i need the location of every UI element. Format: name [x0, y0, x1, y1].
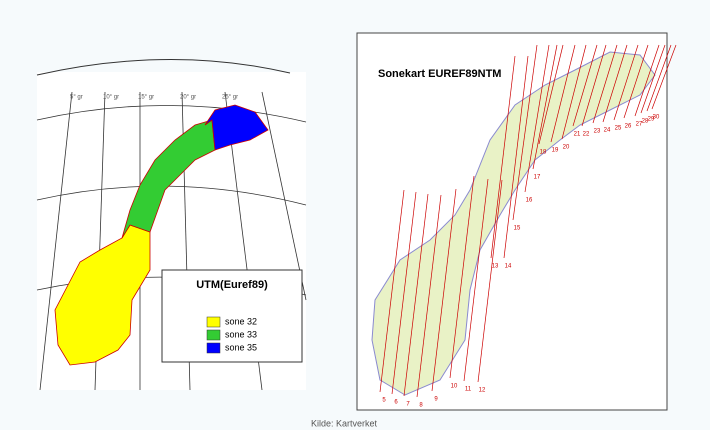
zone-label: 18 — [540, 150, 547, 156]
legend-box — [161, 269, 303, 363]
zone-line — [416, 194, 442, 398]
legend-label: sone 33 — [225, 329, 257, 339]
zone-line — [524, 44, 550, 193]
zone-label: 6 — [394, 400, 398, 406]
legend-swatch — [206, 342, 221, 354]
zone-line — [477, 179, 503, 383]
ntm-title: Sonekart EUREF89NTM — [378, 68, 501, 80]
zone-35-area — [204, 104, 269, 151]
zone-line — [623, 44, 649, 119]
ntm-map: Sonekart EUREF89NTM 5 6 7 8 9 10 11 12 13 14 15 16 1… — [356, 32, 677, 411]
zone-label: 27 — [636, 122, 643, 128]
zone-line — [532, 44, 558, 170]
zone-line — [592, 44, 618, 124]
meridian-label: 5° gr — [70, 95, 83, 101]
zone-label: 10 — [451, 384, 458, 390]
zone-line — [581, 44, 607, 127]
zone-line — [490, 55, 516, 259]
zone-line — [640, 44, 666, 114]
zone-line — [613, 44, 639, 121]
zone-label: 21 — [574, 132, 581, 138]
zone-32-area — [54, 224, 151, 366]
zone-label: 17 — [534, 175, 541, 181]
legend-label: sone 32 — [225, 316, 257, 326]
meridian-label: 10° gr — [103, 95, 119, 101]
zone-line — [602, 44, 628, 123]
meridian-label: 20° gr — [180, 95, 196, 101]
zone-line — [503, 55, 529, 259]
zone-line — [403, 193, 429, 397]
zone-line — [538, 44, 564, 145]
zone-line — [634, 44, 660, 117]
zone-label: 13 — [492, 264, 499, 270]
zone-label: 25 — [615, 126, 622, 132]
zone-line — [550, 44, 576, 143]
utm-map: 5° gr 10° gr 15° gr 20° gr 25° gr UTM(Euref8… — [36, 58, 307, 391]
meridian-label: 15° gr — [138, 95, 154, 101]
legend-label: sone 35 — [225, 342, 257, 352]
zone-label: 7 — [406, 402, 410, 408]
zone-line — [561, 44, 587, 140]
zone-label: 11 — [465, 387, 472, 393]
zone-label: 5 — [382, 398, 386, 404]
zone-line — [391, 191, 417, 395]
zone-label: 26 — [625, 124, 632, 130]
legend-title: UTM(Euref89) — [196, 279, 268, 291]
zone-label: 15 — [514, 226, 521, 232]
zone-label: 9 — [434, 397, 438, 403]
zone-line — [431, 188, 457, 392]
zone-label: 23 — [594, 129, 601, 135]
caption: Kilde: Kartverket — [311, 418, 378, 428]
zone-line — [379, 189, 405, 393]
zone-label: 22 — [583, 132, 590, 138]
latitude-arc — [36, 58, 291, 76]
zone-label: 29 — [648, 117, 655, 123]
zone-line — [651, 44, 677, 110]
zone-label: 20 — [563, 145, 570, 151]
zone-line — [512, 44, 538, 221]
zone-line — [463, 178, 489, 382]
norway-shape — [371, 51, 656, 396]
zone-label: 16 — [526, 198, 533, 204]
zone-label: 24 — [604, 128, 611, 134]
meridian-label: 25° gr — [222, 95, 238, 101]
legend-swatch — [206, 329, 221, 341]
zone-line — [646, 44, 672, 112]
zone-line — [449, 175, 475, 379]
zone-label: 8 — [419, 403, 423, 409]
zone-label: 14 — [505, 264, 512, 270]
zone-label: 28 — [642, 119, 649, 125]
zone-label: 12 — [479, 388, 486, 394]
legend-swatch — [206, 316, 221, 328]
zone-label: 30 — [653, 115, 660, 121]
zone-line — [572, 44, 598, 127]
zone-label: 19 — [552, 148, 559, 154]
